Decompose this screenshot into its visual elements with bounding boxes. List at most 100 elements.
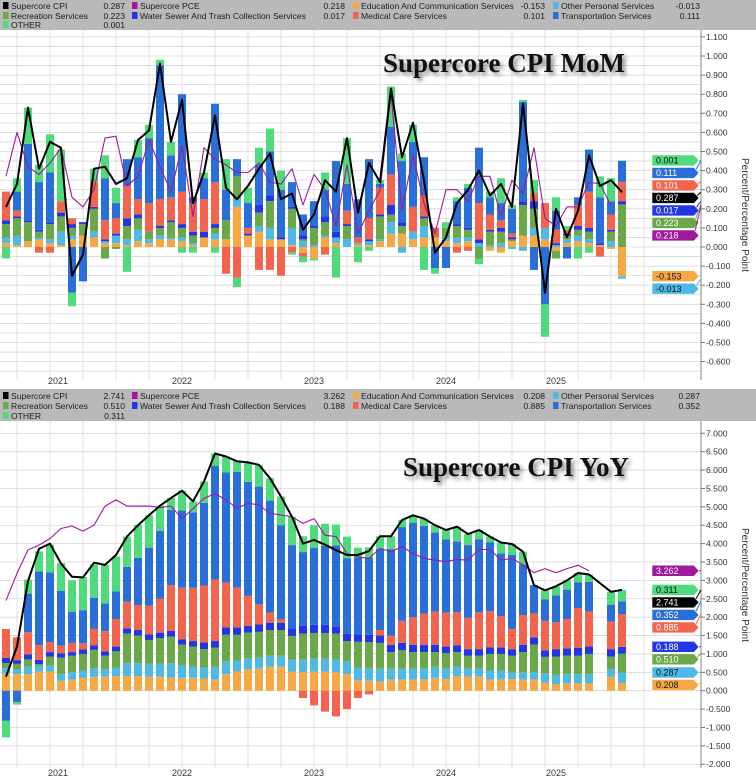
bar-segment-education-and-communication-services xyxy=(123,675,131,691)
y-tick-label: -1.500 xyxy=(706,741,731,751)
bar-segment-transportation-services xyxy=(167,509,175,586)
bar-segment-education-and-communication-services xyxy=(442,241,450,247)
bar-segment-water-sewer-and-trash-collection-services xyxy=(145,634,153,640)
legend-item-supercore-cpi: 0.287 Supercore CPI xyxy=(3,1,125,11)
bar-segment-education-and-communication-services xyxy=(266,239,274,247)
bar-segment-other-personal-services xyxy=(211,666,219,680)
bar-segment-water-sewer-and-trash-collection-services xyxy=(365,239,373,242)
bar-segment-water-sewer-and-trash-collection-services xyxy=(112,646,120,652)
y-tick-label: 6.500 xyxy=(706,447,728,457)
bar-segment-water-sewer-and-trash-collection-services xyxy=(266,622,274,631)
bar-segment-medical-care-services xyxy=(574,204,582,226)
bar-segment-water-sewer-and-trash-collection-services xyxy=(46,652,54,657)
bar-segment-other-personal-services xyxy=(277,655,285,667)
bar-segment-water-sewer-and-trash-collection-services xyxy=(607,229,615,232)
bar-segment-medical-care-services xyxy=(145,605,153,635)
bar-segment-education-and-communication-services xyxy=(178,241,186,247)
bar-segment-other-personal-services xyxy=(365,241,373,246)
bar-segment-water-sewer-and-trash-collection-services xyxy=(57,212,65,217)
bar-segment-education-and-communication-services xyxy=(222,239,230,247)
bar-segment-education-and-communication-services xyxy=(255,668,263,691)
legend-value: -0.153 xyxy=(521,1,546,11)
bar-segment-recreation-services xyxy=(46,656,54,666)
bar-segment-water-sewer-and-trash-collection-services xyxy=(90,206,98,209)
legend-item-supercore-pce: 3.262 Supercore PCE xyxy=(132,391,345,401)
bar-segment-recreation-services xyxy=(277,630,285,656)
value-tag-label: 0.188 xyxy=(656,642,679,652)
legend-item-water-sewer-and-trash-collection-services: 0.188 Water Sewer And Trash Collection Se… xyxy=(132,401,345,411)
bar-segment-water-sewer-and-trash-collection-services xyxy=(101,239,109,242)
bar-segment-other xyxy=(123,247,131,272)
bar-segment-transportation-services xyxy=(299,552,307,626)
bar-segment-recreation-services xyxy=(222,634,230,662)
bar-segment-water-sewer-and-trash-collection-services xyxy=(310,624,318,633)
bar-segment-transportation-services xyxy=(464,187,472,228)
legend-swatch xyxy=(3,402,9,409)
bar-segment-medical-care-services xyxy=(79,643,87,650)
bar-segment-recreation-services xyxy=(475,247,483,259)
bar-segment-recreation-services xyxy=(464,655,472,669)
bar-segment-education-and-communication-services xyxy=(387,679,395,691)
bar-segment-recreation-services xyxy=(211,227,219,234)
bar-segment-transportation-services xyxy=(244,203,252,228)
bar-segment-other-personal-services xyxy=(607,241,615,247)
x-tick-label: 2022 xyxy=(172,376,192,386)
bar-segment-education-and-communication-services xyxy=(409,239,417,247)
bar-segment-other-personal-services xyxy=(519,672,527,680)
value-tag-label: 0.218 xyxy=(656,231,679,241)
bar-segment-recreation-services xyxy=(310,632,318,659)
bar-segment-education-and-communication-services xyxy=(475,676,483,691)
bar-segment-water-sewer-and-trash-collection-services xyxy=(475,239,483,244)
bar-segment-transportation-services xyxy=(288,545,296,629)
bar-segment-other-personal-services xyxy=(266,655,274,667)
y-tick-label: -0.400 xyxy=(706,318,731,328)
bar-segment-water-sewer-and-trash-collection-services xyxy=(508,649,516,656)
bar-segment-education-and-communication-services xyxy=(277,239,285,247)
bar-segment-other xyxy=(46,134,54,173)
bar-segment-water-sewer-and-trash-collection-services xyxy=(244,233,252,236)
bar-segment-water-sewer-and-trash-collection-services xyxy=(211,224,219,228)
bar-segment-medical-care-services xyxy=(156,199,164,226)
bar-segment-education-and-communication-services xyxy=(497,679,505,691)
bar-segment-education-and-communication-services xyxy=(409,679,417,691)
bar-segment-recreation-services xyxy=(266,630,274,656)
bar-segment-education-and-communication-services xyxy=(420,237,428,247)
value-tag-supercore-pce xyxy=(651,564,700,577)
bar-segment-transportation-services xyxy=(464,545,472,618)
bar-segment-recreation-services xyxy=(24,222,32,242)
bar-segment-water-sewer-and-trash-collection-services xyxy=(519,201,527,205)
bar-segment-transportation-services xyxy=(409,141,417,207)
yoy-chart-title: Supercore CPI YoY xyxy=(403,452,629,482)
bar-segment-other-personal-services xyxy=(409,668,417,680)
bar-segment-education-and-communication-services xyxy=(563,683,571,691)
bar-segment-other-personal-services xyxy=(563,674,571,684)
bar-segment-transportation-services xyxy=(442,539,450,613)
bar-segment-medical-care-services xyxy=(497,220,505,228)
bar-segment-other xyxy=(222,456,230,473)
bar-segment-education-and-communication-services xyxy=(167,239,175,247)
bar-segment-medical-care-services xyxy=(211,182,219,225)
bar-segment-water-sewer-and-trash-collection-services xyxy=(112,233,120,236)
bar-segment-education-and-communication-services xyxy=(255,231,263,247)
bar-segment-transportation-services xyxy=(46,572,54,643)
bar-segment-other xyxy=(101,564,109,604)
y-tick-label: 0.200 xyxy=(706,204,728,214)
bar-segment-other xyxy=(563,225,571,230)
bar-segment-water-sewer-and-trash-collection-services xyxy=(134,630,142,636)
bar-segment-medical-care-services xyxy=(552,622,560,650)
legend-label: Other Personal Services xyxy=(561,391,654,401)
bar-segment-education-and-communication-services xyxy=(200,678,208,691)
legend-item-medical-care-services: 0.101 Medical Care Services xyxy=(353,11,545,21)
bar-segment-other-personal-services xyxy=(321,235,329,238)
bar-segment-other-personal-services xyxy=(233,660,241,672)
bar-segment-transportation-services xyxy=(607,201,615,215)
bar-segment-transportation-services xyxy=(420,525,428,614)
bar-segment-recreation-services xyxy=(332,633,340,660)
bar-segment-education-and-communication-services xyxy=(541,682,549,691)
bar-segment-water-sewer-and-trash-collection-services xyxy=(288,206,296,209)
bar-segment-water-sewer-and-trash-collection-services xyxy=(2,657,10,664)
y-tick-label: -0.200 xyxy=(706,280,731,290)
bar-segment-other-personal-services xyxy=(2,668,10,674)
bar-segment-medical-care-services xyxy=(244,595,252,626)
bar-segment-medical-care-services xyxy=(68,642,76,653)
